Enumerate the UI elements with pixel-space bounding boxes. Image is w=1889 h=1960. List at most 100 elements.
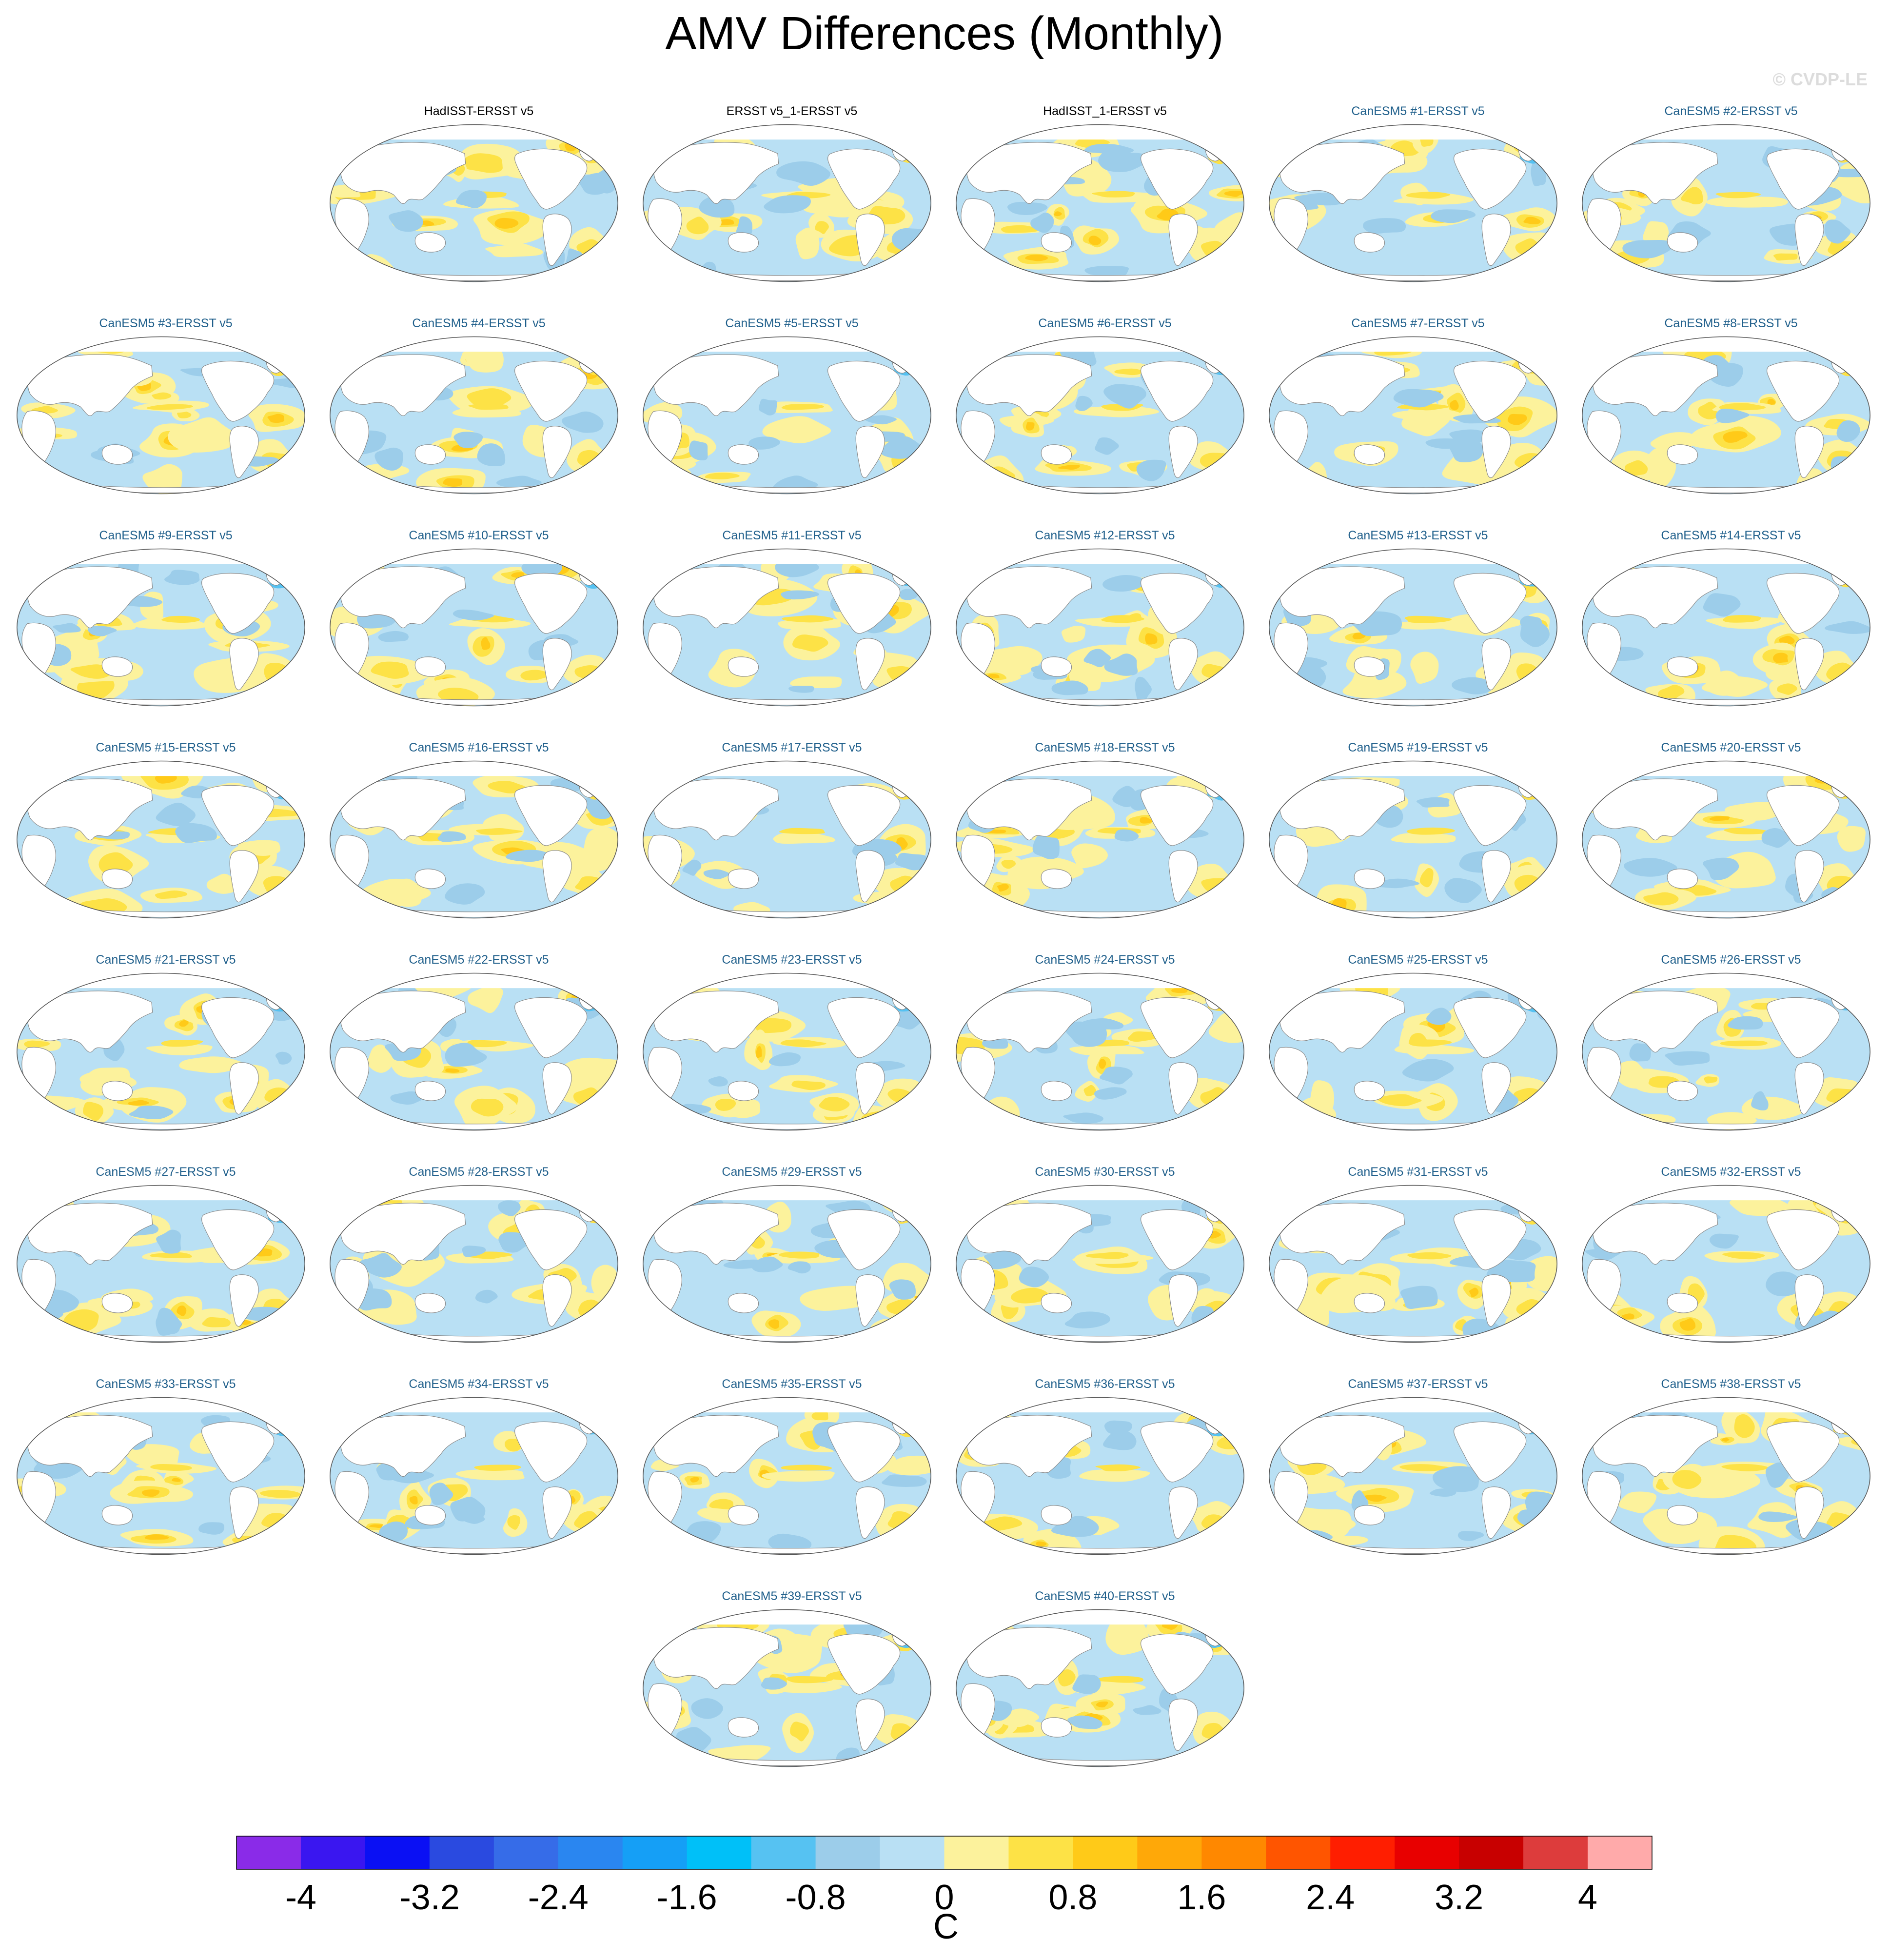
colorbar-swatch (880, 1836, 944, 1869)
robinson-map (1269, 1185, 1557, 1343)
robinson-map (956, 336, 1244, 495)
colorbar-swatch (1330, 1836, 1395, 1869)
robinson-map (330, 760, 618, 919)
panel-title: CanESM5 #16-ERSST v5 (409, 741, 549, 754)
colorbar-swatch (558, 1836, 623, 1869)
panel-title: CanESM5 #35-ERSST v5 (722, 1377, 862, 1391)
panel-title: CanESM5 #12-ERSST v5 (1035, 529, 1175, 542)
panel-title: CanESM5 #25-ERSST v5 (1348, 953, 1488, 967)
panel-title: CanESM5 #10-ERSST v5 (409, 529, 549, 542)
panel-title: CanESM5 #20-ERSST v5 (1661, 741, 1801, 754)
colorbar-swatch (751, 1836, 816, 1869)
colorbar-swatch (1137, 1836, 1202, 1869)
panel-title: HadISST-ERSST v5 (424, 104, 534, 118)
colorbar-swatch (1201, 1836, 1266, 1869)
robinson-map (17, 760, 305, 919)
map-panel: CanESM5 #5-ERSST v5 (636, 315, 948, 529)
robinson-map (1269, 760, 1557, 919)
panel-title: CanESM5 #15-ERSST v5 (96, 741, 236, 754)
map-panel: CanESM5 #26-ERSST v5 (1575, 951, 1887, 1166)
robinson-map (1582, 1185, 1870, 1343)
map-panel: CanESM5 #14-ERSST v5 (1575, 527, 1887, 741)
panel-title: CanESM5 #37-ERSST v5 (1348, 1377, 1488, 1391)
panel-title: ERSST v5_1-ERSST v5 (726, 104, 858, 118)
colorbar-unit: C (933, 1907, 959, 1946)
map-panel: CanESM5 #40-ERSST v5 (949, 1587, 1261, 1802)
map-panel: CanESM5 #7-ERSST v5 (1262, 315, 1574, 529)
robinson-map (1269, 124, 1557, 282)
robinson-map (643, 336, 931, 495)
map-panel: CanESM5 #25-ERSST v5 (1262, 951, 1574, 1166)
colorbar-swatch (1266, 1836, 1331, 1869)
map-panel: CanESM5 #6-ERSST v5 (949, 315, 1261, 529)
colorbar-swatch (493, 1836, 559, 1869)
colorbar-swatch (622, 1836, 688, 1869)
map-panel: CanESM5 #39-ERSST v5 (636, 1587, 948, 1802)
panel-title: CanESM5 #9-ERSST v5 (99, 529, 233, 542)
robinson-map (956, 124, 1244, 282)
map-panel: CanESM5 #22-ERSST v5 (323, 951, 635, 1166)
robinson-map (956, 972, 1244, 1131)
robinson-map (956, 1185, 1244, 1343)
map-panel: CanESM5 #38-ERSST v5 (1575, 1375, 1887, 1590)
colorbar-swatch (1459, 1836, 1524, 1869)
map-panel: CanESM5 #34-ERSST v5 (323, 1375, 635, 1590)
colorbar-tick-label: 2.4 (1306, 1878, 1355, 1917)
panel-title: CanESM5 #33-ERSST v5 (96, 1377, 236, 1391)
robinson-map (1582, 972, 1870, 1131)
panel-title: CanESM5 #28-ERSST v5 (409, 1165, 549, 1179)
panel-title: CanESM5 #36-ERSST v5 (1035, 1377, 1175, 1391)
panel-title: CanESM5 #32-ERSST v5 (1661, 1165, 1801, 1179)
robinson-map (330, 1185, 618, 1343)
map-panel: CanESM5 #1-ERSST v5 (1262, 102, 1574, 317)
map-panel: CanESM5 #37-ERSST v5 (1262, 1375, 1574, 1590)
robinson-map (1582, 124, 1870, 282)
panel-title: CanESM5 #3-ERSST v5 (99, 317, 233, 330)
robinson-map (17, 336, 305, 495)
robinson-map (956, 1609, 1244, 1767)
robinson-map (956, 548, 1244, 707)
colorbar-tick-label: 1.6 (1177, 1878, 1226, 1917)
map-panel: CanESM5 #20-ERSST v5 (1575, 739, 1887, 953)
map-panel: CanESM5 #35-ERSST v5 (636, 1375, 948, 1590)
robinson-map (643, 124, 931, 282)
colorbar-swatch (1008, 1836, 1073, 1869)
robinson-map (956, 760, 1244, 919)
robinson-map (330, 124, 618, 282)
map-panel: CanESM5 #21-ERSST v5 (10, 951, 322, 1166)
colorbar-swatch (429, 1836, 494, 1869)
map-panel: CanESM5 #2-ERSST v5 (1575, 102, 1887, 317)
panel-title: CanESM5 #30-ERSST v5 (1035, 1165, 1175, 1179)
robinson-map (330, 1397, 618, 1555)
colorbar-tick-label: 3.2 (1435, 1878, 1483, 1917)
colorbar-tick-label: -3.2 (399, 1878, 460, 1917)
map-panel: CanESM5 #30-ERSST v5 (949, 1163, 1261, 1378)
panel-title: CanESM5 #14-ERSST v5 (1661, 529, 1801, 542)
colorbar-swatch (1395, 1836, 1459, 1869)
panel-title: CanESM5 #4-ERSST v5 (412, 317, 546, 330)
robinson-map (17, 548, 305, 707)
panel-title: CanESM5 #24-ERSST v5 (1035, 953, 1175, 967)
colorbar-swatch (1073, 1836, 1138, 1869)
panel-title: CanESM5 #13-ERSST v5 (1348, 529, 1488, 542)
map-panel: CanESM5 #31-ERSST v5 (1262, 1163, 1574, 1378)
colorbar-tick-label: -2.4 (528, 1878, 589, 1917)
map-panel: CanESM5 #13-ERSST v5 (1262, 527, 1574, 741)
robinson-map (17, 1185, 305, 1343)
credit-watermark: © CVDP-LE (1772, 69, 1868, 89)
robinson-map (1582, 1397, 1870, 1555)
robinson-map (1269, 548, 1557, 707)
panel-title: CanESM5 #31-ERSST v5 (1348, 1165, 1488, 1179)
robinson-map (1582, 336, 1870, 495)
robinson-map (643, 760, 931, 919)
map-panel: CanESM5 #4-ERSST v5 (323, 315, 635, 529)
colorbar-swatch (1523, 1836, 1588, 1869)
panel-title: CanESM5 #17-ERSST v5 (722, 741, 862, 754)
panel-title: CanESM5 #19-ERSST v5 (1348, 741, 1488, 754)
panel-title: CanESM5 #23-ERSST v5 (722, 953, 862, 967)
map-panel: CanESM5 #23-ERSST v5 (636, 951, 948, 1166)
colorbar-swatch (815, 1836, 881, 1869)
colorbar-swatch (944, 1836, 1009, 1869)
colorbar-swatch (365, 1836, 430, 1869)
colorbar-tick-label: 4 (1578, 1878, 1597, 1917)
